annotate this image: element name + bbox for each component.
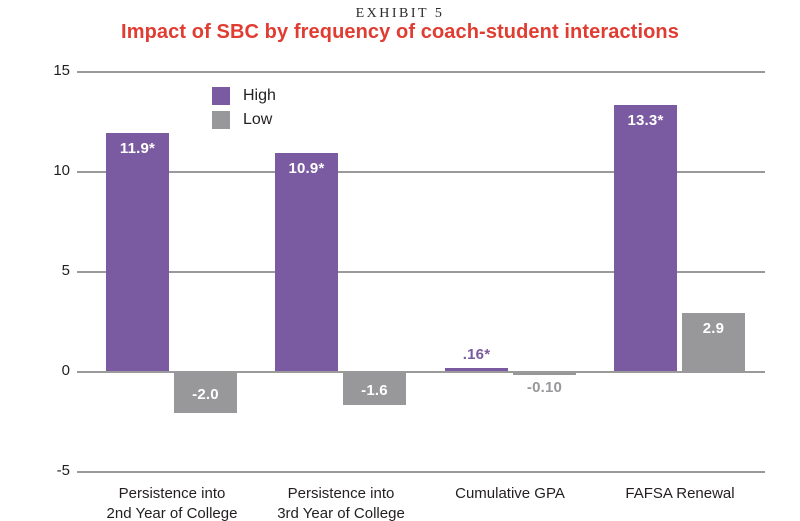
bar-low-1 [343, 373, 406, 405]
legend-item-low: Low [212, 111, 276, 129]
y-tick-label: 5 [61, 262, 70, 279]
bar-high-0 [106, 133, 169, 371]
bar-value-label: 10.9* [288, 160, 325, 177]
bar-high-3 [614, 105, 677, 371]
bar-value-label: .16* [462, 346, 491, 363]
gridline [77, 371, 765, 373]
legend-label-high: High [243, 87, 276, 104]
bar-low-2 [513, 373, 576, 375]
bar-value-label: -1.6 [361, 382, 388, 399]
bar-low-3 [682, 313, 745, 371]
y-tick-label: 10 [53, 162, 70, 179]
legend-swatch-low-icon [212, 111, 230, 129]
chart-title: Impact of SBC by frequency of coach-stud… [121, 21, 679, 43]
y-tick-label: -5 [56, 462, 70, 479]
gridline [77, 171, 765, 173]
bar-high-1 [275, 153, 338, 371]
bar-value-label: 11.9* [119, 140, 156, 157]
x-axis-category-label: Persistence into 3rd Year of College [277, 485, 405, 521]
gridline [77, 471, 765, 473]
x-axis-category-label: FAFSA Renewal [625, 485, 735, 502]
legend: High Low [212, 87, 276, 129]
exhibit-label: EXHIBIT 5 [355, 6, 445, 21]
bar-high-2 [445, 368, 508, 371]
bar-value-label: -0.10 [526, 379, 563, 396]
gridline [77, 271, 765, 273]
gridline [77, 71, 765, 73]
legend-item-high: High [212, 87, 276, 105]
legend-label-low: Low [243, 111, 273, 128]
bar-value-label: -2.0 [192, 386, 219, 403]
y-tick-label: 15 [53, 62, 70, 79]
y-tick-label: 0 [61, 362, 70, 379]
bar-value-label: 2.9 [702, 320, 725, 337]
x-axis-category-label: Cumulative GPA [455, 485, 565, 502]
bar-low-0 [174, 373, 237, 413]
bar-value-label: 13.3* [627, 112, 664, 129]
x-axis-category-label: Persistence into 2nd Year of College [106, 485, 238, 521]
legend-swatch-high-icon [212, 87, 230, 105]
